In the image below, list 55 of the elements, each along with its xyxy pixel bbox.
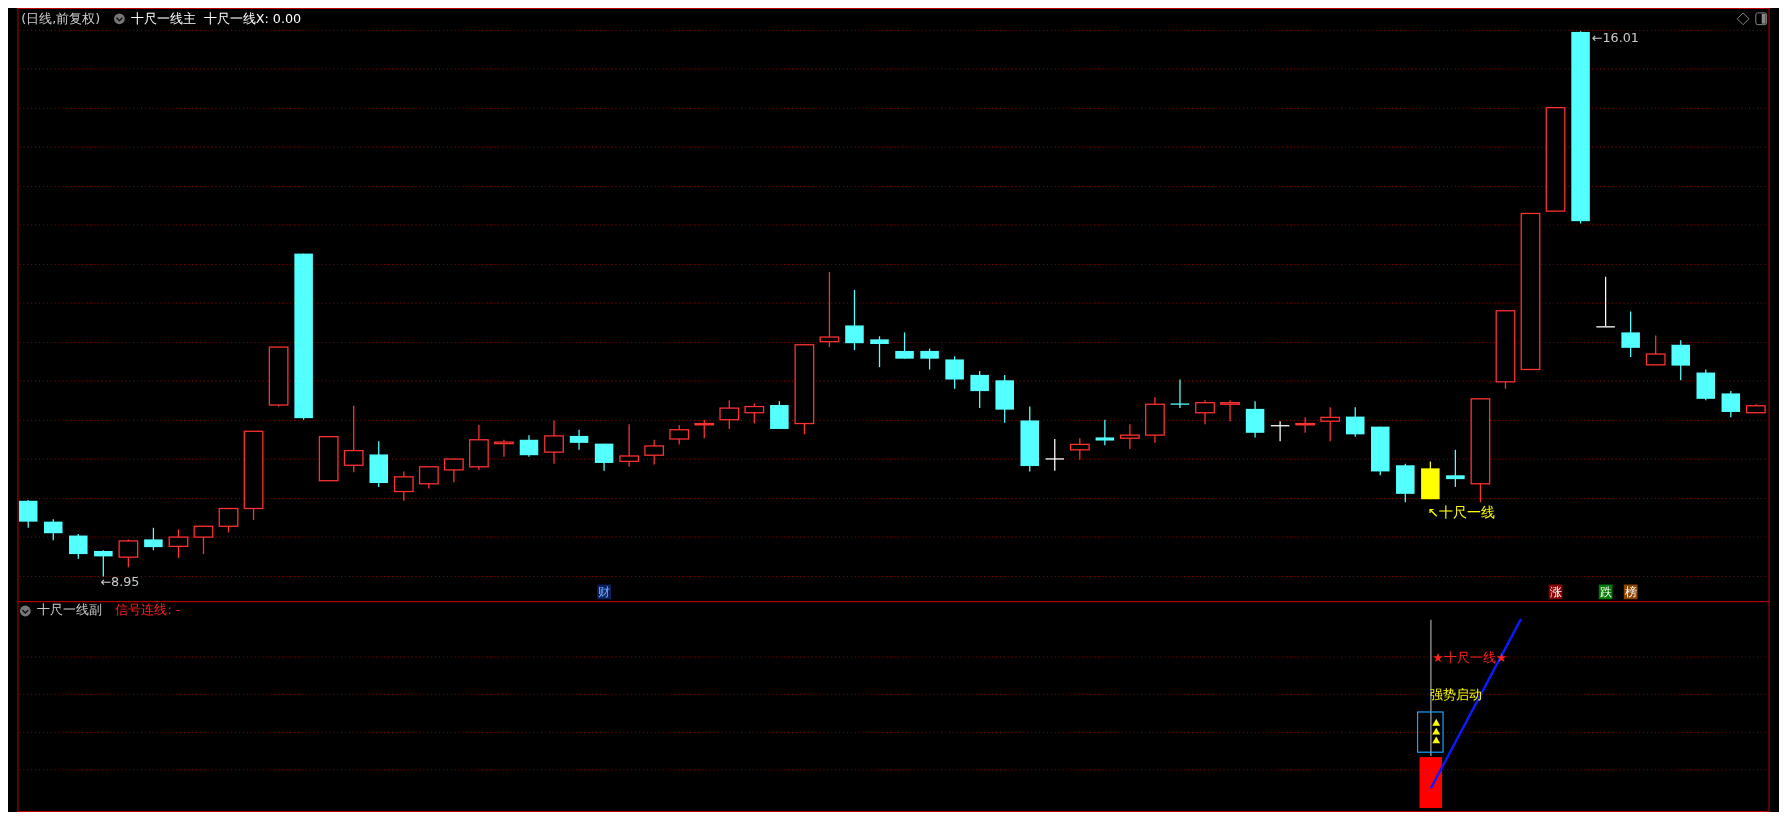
- candlestick: [644, 439, 665, 466]
- annotation: ←16.01: [1591, 30, 1639, 46]
- candlestick: [418, 466, 439, 490]
- candlestick: [393, 470, 414, 502]
- candlestick: [970, 370, 989, 409]
- candlestick: [43, 518, 63, 541]
- text: 强势启动: [1430, 686, 1483, 702]
- candlestick: [1195, 399, 1215, 425]
- candlestick: [1345, 406, 1365, 438]
- candlestick: [193, 525, 214, 555]
- candlestick: [920, 347, 939, 371]
- candlestick: [1220, 399, 1240, 422]
- chart-title: (日线,前复权): [21, 11, 101, 27]
- candlestick: [945, 355, 964, 390]
- candlestick: [1045, 438, 1065, 472]
- candlestick: [519, 434, 539, 458]
- candlestick: [744, 402, 765, 425]
- candlestick: [1170, 378, 1190, 409]
- candlestick: [1119, 423, 1140, 450]
- candlestick: [343, 405, 364, 473]
- candlestick: [218, 507, 239, 534]
- candlestick: [619, 423, 640, 468]
- candlestick: [895, 331, 914, 360]
- candlestick: [1245, 400, 1265, 439]
- candlestick: [594, 442, 614, 472]
- candlestick: [1446, 449, 1465, 488]
- candlestick: [144, 527, 163, 551]
- candlestick: [168, 528, 189, 559]
- candlestick: [819, 271, 840, 348]
- candlestick: [1320, 406, 1341, 442]
- candlestick: [118, 538, 139, 568]
- candlestick: [544, 419, 564, 465]
- candlestick: [1621, 310, 1640, 358]
- candlestick: [443, 457, 464, 483]
- candlestick: [770, 400, 789, 430]
- candlestick: [1095, 419, 1115, 446]
- chart-subtitle: 十尺一线主: [131, 11, 197, 27]
- annotation: 十尺一线X: 0.00: [203, 11, 302, 27]
- candlestick: [18, 499, 38, 529]
- candlestick: [870, 335, 889, 368]
- candlestick: [719, 399, 740, 430]
- candlestick: [1069, 437, 1090, 461]
- annotation: ↖十尺一线: [1427, 503, 1495, 520]
- candlestick: [669, 424, 690, 446]
- candlestick: [1671, 339, 1690, 381]
- candlestick: [69, 533, 88, 560]
- text: 信号连线: -: [115, 602, 181, 618]
- annotation: ←8.95: [100, 573, 140, 589]
- candlestick: [1645, 334, 1666, 366]
- candlestick: [1721, 390, 1741, 419]
- candlestick: [845, 289, 864, 351]
- candlestick: [494, 439, 514, 458]
- text: 十尺一线副: [37, 602, 103, 618]
- candlestick: [569, 429, 589, 451]
- candlestick: [94, 549, 113, 578]
